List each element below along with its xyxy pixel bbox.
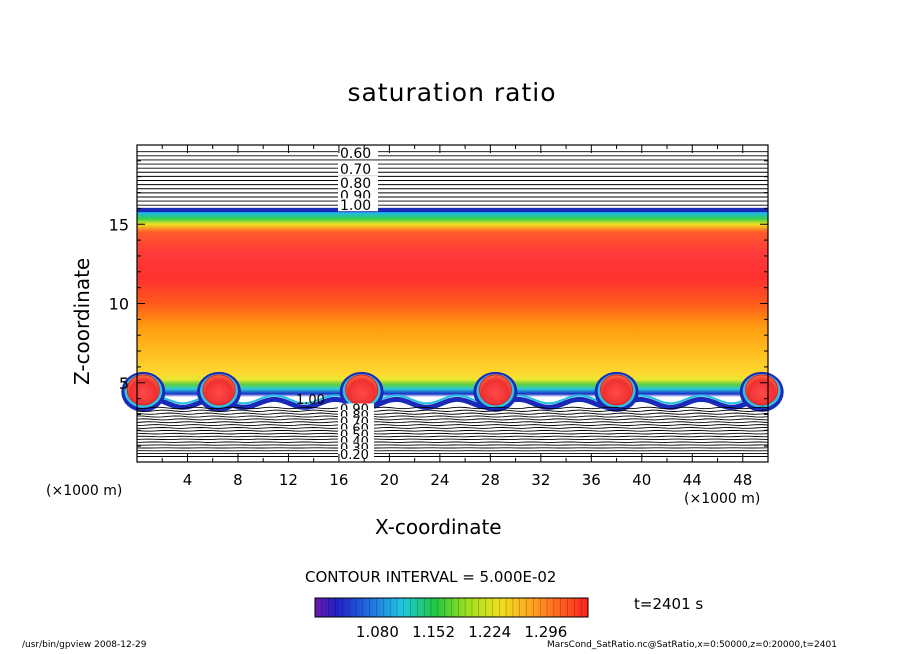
x-tick-label: 28 (481, 471, 500, 489)
lower-contour-line (136, 438, 769, 441)
x-tick-label: 32 (531, 471, 550, 489)
convective-cell (600, 374, 634, 406)
colorbar-label: 1.224 (468, 623, 511, 641)
x-axis-unit-right: (×1000 m) (684, 491, 761, 507)
lower-contour-line (136, 429, 769, 432)
lower-contour-line (136, 427, 769, 429)
y-tick-label: 10 (109, 295, 129, 314)
contour-label-lower: 1.00 (296, 393, 325, 408)
x-tick-label: 24 (430, 471, 449, 489)
x-tick-label: 44 (683, 471, 702, 489)
convective-cell (478, 374, 512, 406)
convective-cell (745, 374, 779, 406)
x-tick-label: 20 (380, 471, 399, 489)
colorbar-label: 1.152 (412, 623, 455, 641)
lower-contour-line (136, 418, 769, 421)
colorbar-label: 1.080 (356, 623, 399, 641)
lower-contour-line (136, 406, 769, 410)
x-tick-label: 36 (582, 471, 601, 489)
convective-cell (345, 374, 379, 406)
contour-label-upper: 1.00 (340, 198, 371, 214)
convective-cell (202, 374, 236, 406)
lower-contour-line (136, 415, 769, 418)
convective-cell (126, 374, 160, 406)
contour-label-upper: 0.80 (340, 176, 371, 192)
time-label: t=2401 s (634, 595, 704, 613)
contour-interval-label: CONTOUR INTERVAL = 5.000E-02 (305, 568, 557, 586)
lower-contour-line (136, 435, 769, 438)
x-tick-label: 16 (329, 471, 348, 489)
lower-contour-line (136, 424, 769, 427)
x-tick-label: 8 (233, 471, 243, 489)
cloud-base-rim-inner (136, 394, 769, 405)
x-axis-label: X-coordinate (375, 515, 502, 539)
footer-right: MarsCond_SatRatio.nc@SatRatio,x=0:50000,… (547, 640, 837, 650)
lower-contour-line (136, 412, 769, 415)
contour-label-upper: 0.70 (340, 162, 371, 178)
x-axis-unit-left: (×1000 m) (46, 483, 123, 499)
x-tick-label: 48 (733, 471, 752, 489)
lower-contour-line (136, 409, 769, 412)
x-tick-label: 40 (632, 471, 651, 489)
y-tick-label: 15 (109, 215, 129, 234)
chart-title: saturation ratio (347, 78, 557, 107)
lower-region (137, 399, 768, 462)
x-tick-label: 12 (279, 471, 298, 489)
cloud-base-rim (136, 396, 769, 410)
x-tick-label: 4 (183, 471, 193, 489)
footer-left: /usr/bin/gpview 2008-12-29 (22, 640, 147, 650)
contour-label-lower: 0.20 (340, 448, 369, 463)
lower-contour-line (136, 421, 769, 424)
colorbar-label: 1.296 (524, 623, 567, 641)
y-tick-label: 5 (119, 374, 129, 393)
contour-label-upper: 0.60 (340, 146, 371, 162)
lower-contour-line (136, 432, 769, 435)
